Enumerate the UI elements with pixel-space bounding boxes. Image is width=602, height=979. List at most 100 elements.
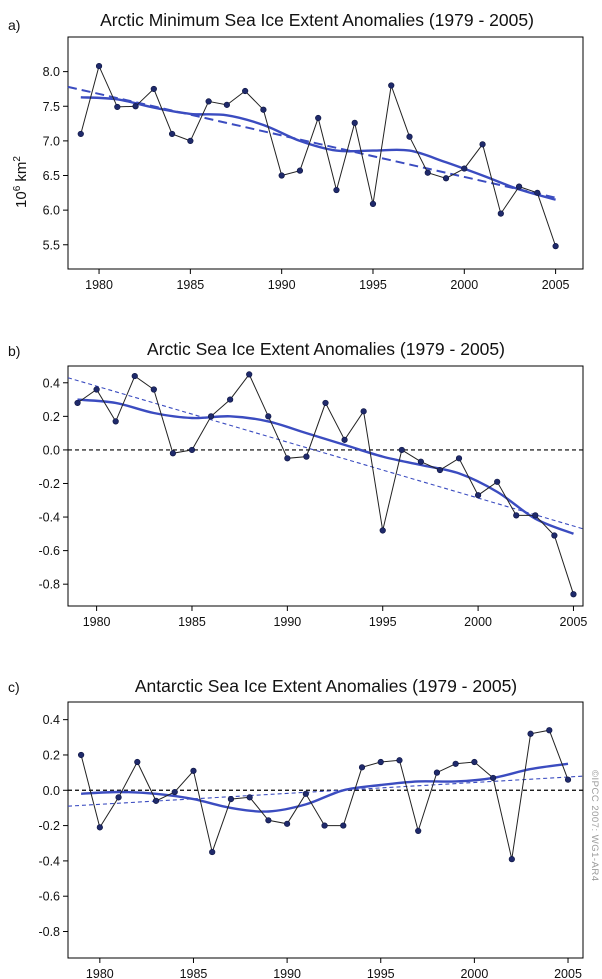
data-point [527, 730, 534, 737]
linear-trend-line [67, 377, 584, 530]
data-point [515, 183, 523, 190]
y-tick-label: 5.5 [43, 238, 60, 252]
y-tick-label: 8.0 [43, 65, 60, 79]
data-point [169, 450, 177, 457]
data-point [494, 478, 501, 485]
data-point [358, 764, 366, 771]
data-point [223, 101, 230, 108]
data-point [379, 527, 386, 534]
data-point [570, 591, 577, 598]
data-point [351, 119, 358, 126]
data-point [246, 371, 253, 378]
x-tick-label: 1990 [273, 615, 301, 629]
x-tick-label: 1985 [180, 967, 208, 979]
y-tick-label: 0.0 [43, 443, 60, 457]
data-point [564, 776, 572, 783]
data-point [296, 167, 304, 174]
data-point [152, 797, 160, 804]
panel-b: b) Arctic Sea Ice Extent Anomalies (1979… [8, 339, 587, 629]
y-tick-label: 0.4 [43, 713, 60, 727]
y-tick-label: 7.0 [43, 134, 60, 148]
data-point [461, 165, 468, 172]
y-tick-label: -0.8 [38, 925, 60, 939]
chart-title: Arctic Sea Ice Extent Anomalies (1979 - … [147, 339, 505, 359]
data-point [436, 466, 444, 474]
data-point [207, 413, 215, 420]
y-tick-label: -0.6 [38, 544, 60, 558]
panel-label: b) [8, 343, 20, 359]
data-point [341, 436, 348, 443]
y-tick-label: 0.2 [43, 748, 60, 762]
chart-title: Arctic Minimum Sea Ice Extent Anomalies … [100, 10, 534, 30]
data-point [95, 62, 103, 70]
y-tick-label: 6.5 [43, 169, 60, 183]
data-point [474, 492, 482, 499]
data-point [190, 767, 197, 774]
data-point [303, 453, 310, 460]
y-tick-label: -0.4 [38, 854, 60, 868]
smoothed-trend-curve [80, 96, 556, 201]
panel-a: a) Arctic Minimum Sea Ice Extent Anomali… [8, 10, 584, 292]
y-tick-label: -0.2 [38, 477, 60, 491]
data-point [132, 103, 139, 110]
data-point [546, 727, 553, 734]
data-point [321, 822, 328, 829]
data-point [415, 827, 422, 834]
data-point [513, 512, 520, 519]
panel-label: a) [8, 17, 20, 33]
data-point [171, 788, 178, 796]
data-point [490, 774, 497, 782]
x-tick-label: 1985 [178, 615, 206, 629]
data-point [209, 848, 216, 856]
data-point [388, 82, 395, 89]
y-tick-label: -0.6 [38, 890, 60, 904]
x-tick-label: 1995 [369, 615, 397, 629]
plot-frame [67, 365, 584, 607]
plot-frame [67, 36, 584, 270]
data-point [96, 824, 103, 831]
data-point [406, 133, 413, 140]
data-point [188, 446, 196, 454]
y-tick-label: -0.2 [38, 819, 60, 833]
data-point [417, 458, 424, 465]
data-point [369, 200, 377, 208]
data-point [187, 137, 194, 144]
y-tick-label: -0.8 [38, 578, 60, 592]
data-point [205, 98, 212, 105]
data-point [131, 372, 138, 380]
x-tick-label: 2005 [542, 278, 570, 292]
x-tick-label: 2000 [464, 615, 492, 629]
data-point [377, 758, 384, 766]
x-tick-label: 1995 [367, 967, 395, 979]
svg-text:106 km2: 106 km2 [12, 156, 30, 208]
data-point [433, 769, 441, 776]
annual-series-line [77, 373, 574, 595]
panel-label: c) [8, 679, 20, 695]
y-tick-label: 6.0 [43, 204, 60, 218]
chart-title: Antarctic Sea Ice Extent Anomalies (1979… [135, 676, 517, 696]
smoothed-trend-curve [77, 398, 574, 535]
y-tick-label: 7.5 [43, 100, 60, 114]
data-point [265, 413, 272, 420]
data-point [227, 796, 235, 803]
y-tick-label: 0.0 [43, 784, 60, 798]
data-point [396, 757, 403, 764]
data-point [398, 446, 405, 454]
plot-frame [67, 701, 584, 959]
data-point [115, 794, 122, 801]
data-point [78, 751, 85, 759]
data-point [278, 172, 285, 179]
data-point [424, 169, 431, 176]
x-tick-label: 2005 [554, 967, 582, 979]
data-point [551, 532, 558, 539]
data-point [479, 141, 486, 148]
data-point [77, 130, 84, 138]
data-point [360, 408, 367, 415]
panel-c: c) Antarctic Sea Ice Extent Anomalies (1… [8, 676, 584, 979]
data-point [302, 790, 309, 797]
data-point [114, 103, 121, 111]
y-tick-label: -0.4 [38, 511, 60, 525]
data-point [340, 822, 347, 829]
x-tick-label: 1985 [176, 278, 204, 292]
